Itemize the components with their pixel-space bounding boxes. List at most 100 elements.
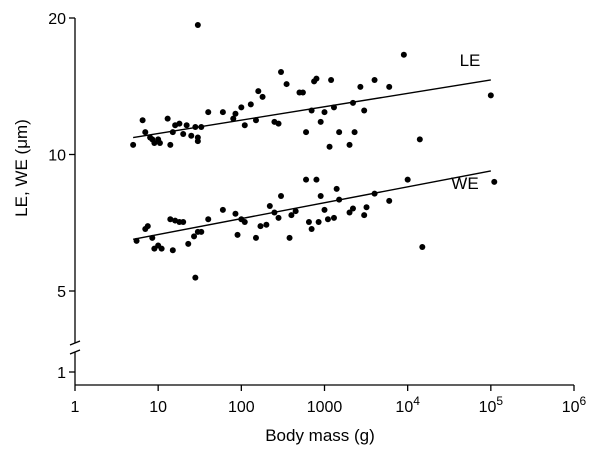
we-point bbox=[303, 176, 310, 183]
le-point bbox=[219, 109, 226, 116]
le-series-label: LE bbox=[460, 51, 481, 70]
le-point bbox=[317, 118, 324, 125]
we-point bbox=[491, 178, 498, 185]
x-tick-label: 100 bbox=[228, 399, 255, 416]
we-point bbox=[205, 216, 212, 223]
we-point bbox=[144, 223, 151, 230]
we-point bbox=[167, 216, 174, 223]
series-labels: LE WE bbox=[451, 51, 480, 193]
le-point bbox=[313, 75, 320, 82]
le-point bbox=[326, 143, 333, 150]
le-point bbox=[321, 109, 328, 116]
le-point bbox=[357, 83, 364, 90]
we-point bbox=[263, 221, 270, 228]
le-point bbox=[349, 99, 356, 106]
le-point bbox=[255, 88, 262, 95]
le-point bbox=[151, 140, 158, 147]
le-point bbox=[142, 129, 149, 136]
we-point bbox=[315, 218, 322, 225]
we-point bbox=[308, 226, 315, 233]
we-point bbox=[324, 216, 331, 223]
le-point bbox=[346, 141, 353, 148]
le-point bbox=[241, 122, 248, 129]
y-axis-title: LE, WE (μm) bbox=[12, 119, 31, 217]
we-point bbox=[371, 190, 378, 197]
le-point bbox=[194, 22, 201, 29]
le-point bbox=[252, 117, 259, 124]
le-point bbox=[247, 101, 254, 108]
we-point bbox=[169, 247, 176, 254]
le-point bbox=[278, 69, 285, 76]
y-axis-break-mark bbox=[69, 340, 81, 346]
we-point bbox=[271, 209, 278, 216]
le-point bbox=[487, 92, 494, 99]
le-point bbox=[176, 120, 183, 127]
x-axis-title: Body mass (g) bbox=[265, 426, 375, 445]
we-series-label: WE bbox=[451, 174, 478, 193]
we-point bbox=[275, 214, 282, 221]
x-tick-label: 104 bbox=[395, 394, 420, 416]
le-point bbox=[156, 140, 163, 147]
we-point bbox=[305, 218, 312, 225]
x-tick-label: 10 bbox=[149, 399, 167, 416]
le-point bbox=[205, 109, 212, 116]
we-point bbox=[386, 197, 393, 204]
le-point bbox=[198, 123, 205, 130]
we-point bbox=[234, 231, 241, 238]
le-point bbox=[386, 83, 393, 90]
le-point bbox=[238, 104, 245, 111]
we-point bbox=[266, 202, 273, 209]
le-point bbox=[183, 122, 190, 129]
le-point bbox=[361, 107, 368, 114]
le-point bbox=[167, 141, 174, 148]
we-point bbox=[292, 208, 299, 215]
we-point bbox=[149, 234, 156, 241]
we-point bbox=[286, 234, 293, 241]
we-point bbox=[349, 205, 356, 212]
we-point bbox=[361, 212, 368, 219]
we-point bbox=[232, 210, 239, 217]
le-point bbox=[283, 81, 290, 88]
we-point bbox=[191, 233, 198, 240]
we-point bbox=[192, 274, 199, 281]
le-point bbox=[416, 136, 423, 143]
we-point bbox=[158, 245, 165, 252]
we-point bbox=[288, 212, 295, 219]
le-point bbox=[275, 120, 282, 127]
we-point bbox=[219, 206, 226, 213]
we-point bbox=[317, 192, 324, 199]
le-point bbox=[336, 129, 343, 136]
le-point bbox=[328, 76, 335, 83]
y-tick-label: 20 bbox=[48, 11, 66, 28]
we-point bbox=[257, 223, 264, 230]
we-point bbox=[185, 240, 192, 247]
le-point bbox=[180, 130, 187, 137]
we-point bbox=[363, 204, 370, 211]
chart-axes: 1 10 100 1000 104 105 106 1 5 10 20 bbox=[48, 11, 586, 416]
le-point bbox=[192, 123, 199, 130]
we-point bbox=[180, 218, 187, 225]
x-tick-label: 106 bbox=[562, 394, 587, 416]
le-point bbox=[232, 110, 239, 117]
le-point bbox=[130, 141, 137, 148]
le-point bbox=[371, 76, 378, 83]
we-point bbox=[241, 218, 248, 225]
we-point bbox=[404, 176, 411, 183]
we-point bbox=[346, 209, 353, 216]
y-tick-label: 10 bbox=[48, 148, 66, 165]
le-point bbox=[169, 129, 176, 136]
y-tick-label: 1 bbox=[57, 365, 66, 382]
we-fit-line bbox=[132, 170, 491, 241]
we-point bbox=[321, 206, 328, 213]
x-tick-label: 1 bbox=[71, 399, 80, 416]
le-point bbox=[188, 132, 195, 139]
le-point bbox=[308, 107, 315, 114]
we-point bbox=[313, 176, 320, 183]
x-tick-label: 1000 bbox=[307, 399, 343, 416]
data-points bbox=[130, 22, 498, 281]
we-point bbox=[278, 192, 285, 199]
le-point bbox=[230, 115, 237, 122]
we-point bbox=[333, 185, 340, 192]
le-point bbox=[303, 129, 310, 136]
